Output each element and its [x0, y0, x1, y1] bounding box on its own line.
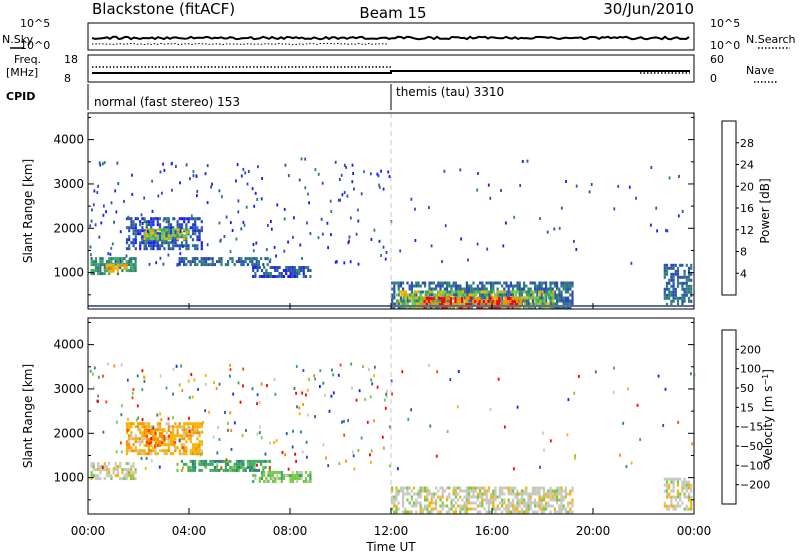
noise-tick-low-left: 10^0: [20, 39, 50, 52]
x-tick-label-0: 00:00: [71, 524, 106, 538]
beam-title: Beam 15: [359, 4, 426, 22]
velocity-panel: 1000 2000 3000 4000 Slant Range [km]: [21, 317, 696, 515]
velocity-colorbar-tick-0: 200: [740, 343, 761, 356]
freq-trace: [92, 70, 690, 74]
power-scatter: [89, 157, 684, 267]
velocity-colorbar-label: Velocity [m s−1]: [761, 369, 776, 463]
velocity-colorbar-tick-7: −200: [740, 479, 770, 492]
velocity-colorbar-tick-6: −100: [740, 459, 770, 472]
power-region-5: [252, 266, 312, 278]
power-ytick-label-2: 3000: [53, 177, 84, 191]
velocity-colorbar: 200 100 50 15 −15 −50 −100 −200: [721, 329, 770, 505]
power-colorbar-tick-1: 8: [740, 246, 747, 259]
nave-tick-high: 60: [710, 53, 724, 66]
x-tick-label-6: 00:00: [677, 524, 712, 538]
velocity-colorbar-tick-4: −15: [740, 421, 763, 434]
velocity-region-0: [90, 462, 137, 481]
power-panel: 1000 2000 3000 4000 Slant Range [km]: [21, 112, 695, 310]
nave-label: Nave: [746, 64, 774, 77]
power-region-4: [176, 257, 271, 267]
cpid-segment-1: normal (fast stereo) 153: [94, 95, 240, 109]
velocity-data: [89, 362, 696, 514]
power-colorbar-tick-5: 24: [740, 159, 754, 172]
velocity-ytick-label-3: 4000: [53, 338, 84, 352]
velocity-ylabel: Slant Range [km]: [21, 364, 35, 468]
x-tick-label-3: 12:00: [374, 524, 409, 538]
nsky-label: N.Sky: [2, 33, 34, 46]
power-colorbar: 4 8 12 16 20 24 28: [721, 120, 754, 296]
x-tick-label-2: 08:00: [273, 524, 308, 538]
velocity-ytick-label-1: 2000: [53, 426, 84, 440]
power-region-1: [105, 263, 128, 273]
nsearch-trace: [91, 42, 390, 46]
freq-tick-high: 18: [64, 53, 78, 66]
nsky-trace: [91, 35, 690, 41]
noise-tick-high-left: 10^5: [20, 17, 50, 30]
power-region-0: [90, 257, 137, 276]
velocity-region-4: [252, 471, 312, 483]
freq-tick-low: 8: [64, 72, 71, 85]
date-title: 30/Jun/2010: [603, 0, 694, 18]
velocity-region-3: [176, 459, 271, 472]
power-region-8: [421, 297, 523, 309]
power-region-9: [663, 263, 693, 306]
cpid-segment-2: themis (tau) 3310: [396, 85, 504, 99]
cpid-label: CPID: [6, 90, 35, 103]
power-y-axis: 1000 2000 3000 4000: [53, 116, 694, 296]
x-axis-label: Time UT: [365, 540, 416, 554]
velocity-colorbar-tick-1: 100: [740, 363, 761, 376]
velocity-region-6: [663, 477, 693, 511]
power-ytick-label-3: 4000: [53, 133, 84, 147]
velocity-ytick-label-2: 3000: [53, 382, 84, 396]
velocity-scatter: [89, 362, 696, 471]
noise-tick-high-right: 10^5: [710, 17, 740, 30]
power-colorbar-tick-4: 20: [740, 180, 754, 193]
velocity-region-2: [143, 428, 170, 447]
power-region-3: [143, 228, 190, 241]
velocity-region-5: [391, 486, 574, 514]
nave-trace: [92, 66, 690, 74]
power-ytick-label-1: 2000: [53, 221, 84, 235]
velocity-colorbar-tick-2: 50: [740, 382, 754, 395]
freq-label-1: Freq.: [14, 53, 41, 66]
noise-tick-low-right: 10^0: [710, 39, 740, 52]
power-colorbar-tick-0: 4: [740, 267, 747, 280]
power-colorbar-tick-6: 28: [740, 137, 754, 150]
power-colorbar-tick-2: 12: [740, 224, 754, 237]
freq-panel-frame: [87, 54, 695, 83]
nave-tick-low: 0: [710, 72, 717, 85]
station-title: Blackstone (fitACF): [92, 0, 235, 18]
velocity-colorbar-tick-5: −50: [740, 440, 763, 453]
x-axis: 00:00 04:00 08:00 12:00 16:00 20:00 00:00: [71, 303, 712, 538]
noise-panel-frame: [87, 22, 695, 51]
velocity-colorbar-tick-3: 15: [740, 401, 754, 414]
power-ytick-label-0: 1000: [53, 266, 84, 280]
x-tick-label-1: 04:00: [172, 524, 207, 538]
power-colorbar-label: Power [dB]: [758, 178, 772, 243]
x-tick-label-4: 16:00: [475, 524, 510, 538]
freq-label-2: [MHz]: [6, 66, 38, 79]
nsearch-label: N.Search: [746, 33, 796, 46]
x-tick-label-5: 20:00: [576, 524, 611, 538]
power-ylabel: Slant Range [km]: [21, 159, 35, 263]
velocity-y-axis: 1000 2000 3000 4000: [53, 321, 694, 501]
velocity-ytick-label-0: 1000: [53, 471, 84, 485]
power-colorbar-tick-3: 16: [740, 202, 754, 215]
